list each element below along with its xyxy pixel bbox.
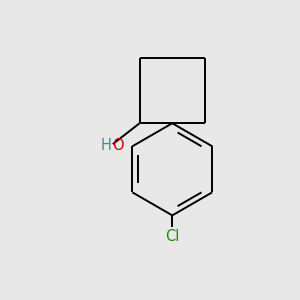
Text: O: O <box>112 138 124 153</box>
Text: Cl: Cl <box>165 229 179 244</box>
Text: H: H <box>100 138 111 153</box>
